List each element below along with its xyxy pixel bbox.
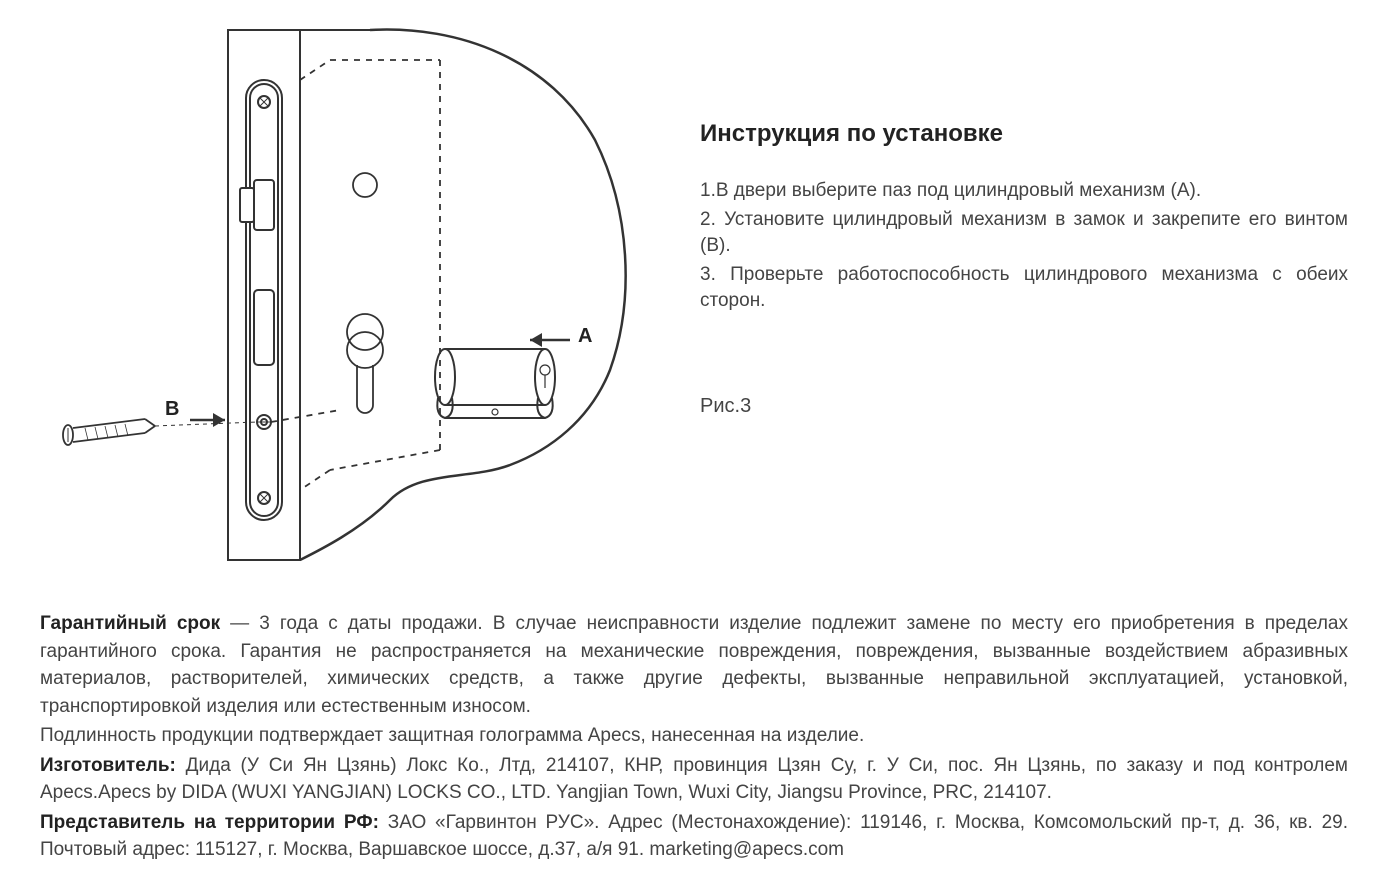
instructions-title: Инструкция по установке: [700, 120, 1348, 148]
figure-label: Рис.3: [700, 395, 1348, 418]
warranty-label: Гарантийный срок: [40, 613, 220, 634]
footer-text: Гарантийный срок — 3 года с даты продажи…: [40, 610, 1348, 864]
lock-diagram: А В: [40, 20, 660, 580]
instruction-step: 3. Проверьте работоспособность цилиндров…: [700, 262, 1348, 315]
representative-label: Представитель на территории РФ:: [40, 812, 379, 833]
instruction-step: 1.В двери выберите паз под цилиндровый м…: [700, 178, 1348, 205]
warranty-paragraph: Гарантийный срок — 3 года с даты продажи…: [40, 610, 1348, 720]
instructions-panel: Инструкция по установке 1.В двери выбери…: [700, 20, 1348, 418]
label-b: В: [165, 398, 179, 421]
representative-paragraph: Представитель на территории РФ: ЗАО «Гар…: [40, 809, 1348, 864]
manufacturer-paragraph: Изготовитель: Дида (У Си Ян Цзянь) Локс …: [40, 752, 1348, 807]
manufacturer-text: Дида (У Си Ян Цзянь) Локс Ко., Лтд, 2141…: [40, 755, 1348, 804]
warranty-text: — 3 года с даты продажи. В случае неиспр…: [40, 613, 1348, 717]
label-a: А: [578, 325, 592, 348]
manufacturer-label: Изготовитель:: [40, 755, 176, 776]
authenticity-paragraph: Подлинность продукции подтверждает защит…: [40, 722, 1348, 750]
instruction-step: 2. Установите цилиндровый механизм в зам…: [700, 207, 1348, 260]
top-section: А В Инструкция по установке 1.В двери вы…: [40, 20, 1348, 580]
